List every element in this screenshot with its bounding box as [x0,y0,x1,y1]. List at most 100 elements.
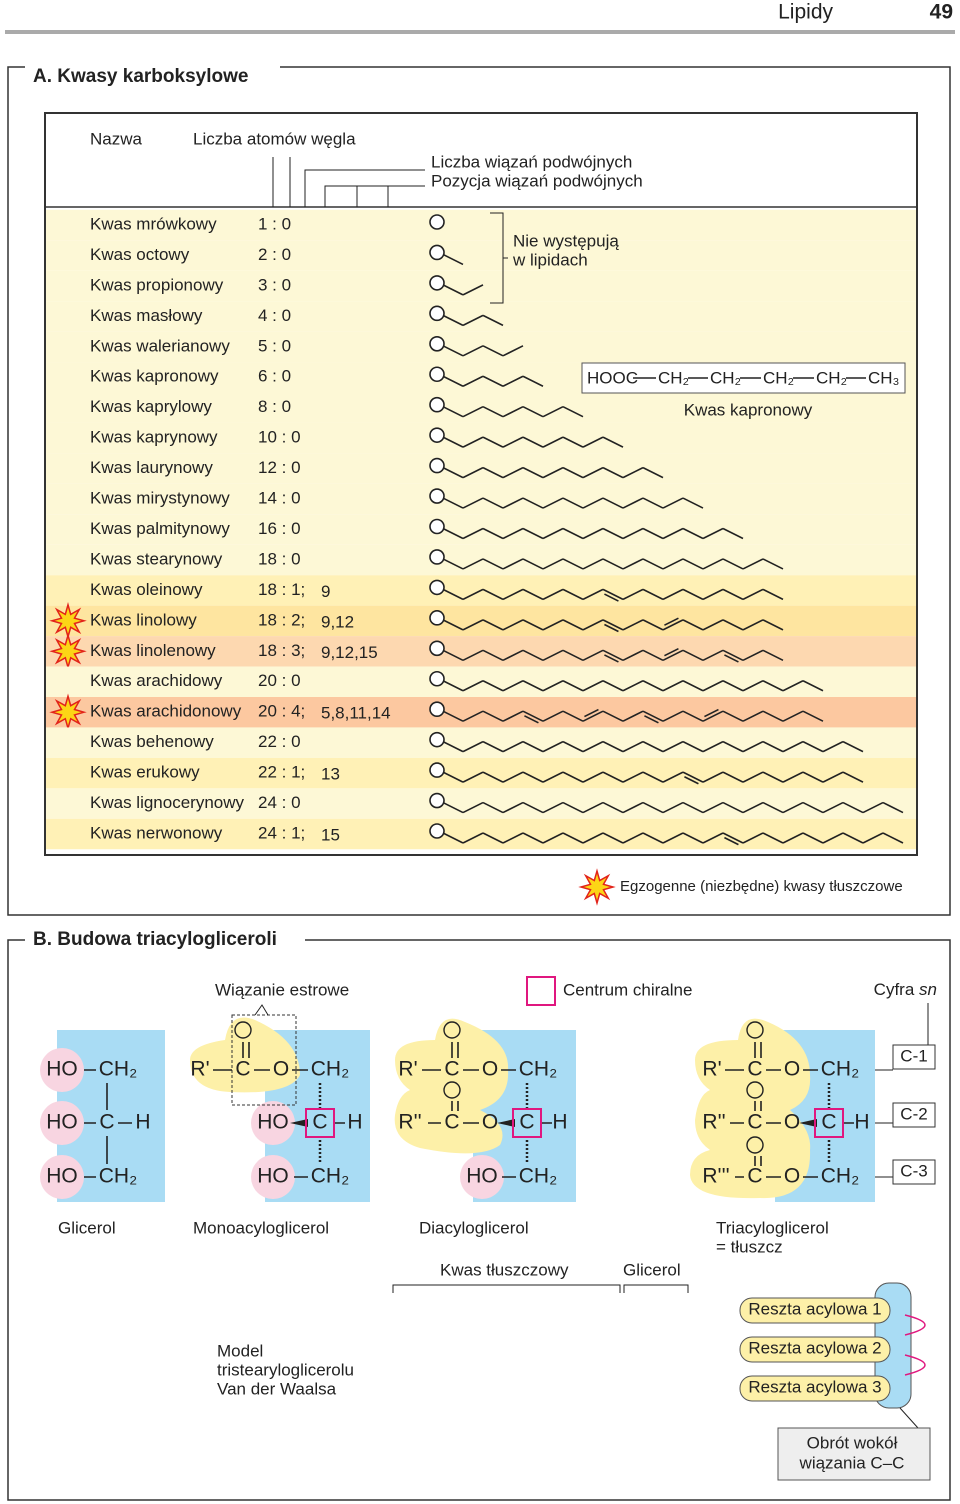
bond [522,740,544,753]
bond [562,619,584,631]
bond [502,771,524,783]
acid-name: Kwas kaprynowy [90,428,218,447]
bond [722,740,744,753]
bond [542,558,564,570]
acid-ratio: 16 : 0 [258,519,301,538]
bracket [490,212,508,304]
bond [542,588,564,601]
bond [582,558,604,570]
molecule-name: Triacyloglicerol [716,1218,829,1237]
formula-group: CH₂ [710,368,741,387]
bond [622,710,644,722]
bond [522,649,544,662]
bond [702,740,724,753]
sn-box [892,1044,936,1070]
atom: O [784,1058,800,1081]
bond [642,680,664,692]
bond [702,619,724,631]
bond [522,558,544,570]
atom: O [482,1111,498,1134]
bond [442,619,464,631]
acid-ratio: 1 : 0 [258,214,291,233]
ester-highlight [231,1014,297,1106]
col-double-positions: Pozycja wiązań podwójnych [431,171,643,190]
double-bond [524,715,539,724]
atom: C [519,1111,534,1134]
bond [702,832,724,844]
bond [742,649,764,662]
hydroxyl-bg [40,1155,84,1199]
bond [682,710,704,722]
acid-ratio: 4 : 0 [258,306,291,325]
acid-name: Kwas erukowy [90,763,200,782]
bond [562,801,584,814]
bond [582,771,604,783]
double-bond [644,715,659,724]
bond [462,588,484,601]
acid-ratio: 5 : 0 [258,336,291,355]
atom: C [821,1111,836,1134]
bond [682,801,704,814]
bond [522,497,544,509]
bond [602,680,624,692]
acid-ratio: 22 : 0 [258,732,301,751]
bond [662,832,684,844]
carboxyl [429,214,445,230]
atom: R'' [398,1111,421,1134]
formula: HOOC CH₂ CH₂ CH₂ CH₂ CH₃ [587,368,899,387]
atom: HO [46,1165,78,1188]
carboxyl [429,640,445,657]
bond [662,497,684,509]
molecule-names: Glicerol Monoacyloglicerol Diacyloglicerol… [58,1218,829,1256]
double-bond [604,623,619,633]
bond [482,710,504,722]
atom: CH₂ [519,1165,557,1188]
bond [662,527,684,540]
atom: HO [257,1165,289,1188]
double-bond [584,708,599,718]
double-bond [604,593,619,602]
acid-ratio: 12 : 0 [258,458,301,477]
bond [742,832,764,844]
bond [702,649,724,662]
bond [442,314,464,327]
header-title: Lipidy [778,1,833,24]
bond [442,436,464,448]
carboxyl [429,579,445,596]
col-carbons: Liczba atomów węgla [193,129,356,148]
oxygen-ring [443,1081,461,1099]
bond [622,527,644,540]
bond [562,466,584,479]
bond [602,740,624,753]
sn-boxes: C-1 C-2 C-3 [892,1044,936,1185]
formula-group: HOOC [587,368,638,387]
acid-positions: 9,12 [321,612,354,631]
acid-name: Kwas palmitynowy [90,519,230,538]
ester-pointer [254,1004,269,1016]
bond [722,832,744,844]
bond [882,801,904,814]
bond [462,375,484,387]
bond [442,497,464,509]
bond [522,466,544,479]
bond [482,680,504,692]
bond [622,801,644,814]
bond [542,710,564,722]
sn-position: C-2 [900,1104,927,1123]
bond [442,345,464,357]
bond [642,466,664,479]
acid-ratio: 10 : 0 [258,428,301,447]
oxygen-ring [443,1021,461,1039]
bond [462,405,484,418]
bond [462,771,484,783]
hydroxyl-bg [40,1101,84,1145]
acid-name: Kwas lignocerynowy [90,793,245,812]
atom: CH₂ [99,1058,137,1081]
bond [522,527,544,540]
acid-name: Kwas laurynowy [90,458,213,477]
sn-box [892,1159,936,1185]
rotation-arrows [904,1314,926,1376]
acid-name: Kwas linolowy [90,610,197,629]
double-bond [704,708,719,718]
bond [442,284,464,296]
